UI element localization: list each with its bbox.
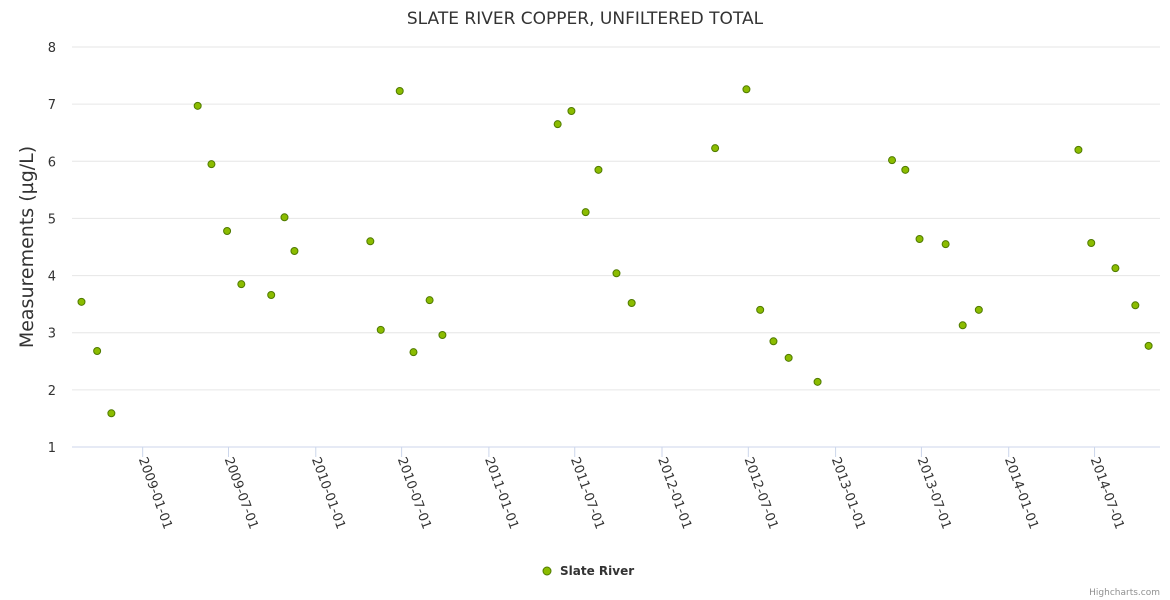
data-point [1144,341,1153,350]
data-point [553,120,562,129]
data-point [784,353,793,362]
data-point [711,144,720,153]
data-point [1074,145,1083,154]
x-tick-label: 2009-01-01 [135,455,175,531]
y-axis: 1 2 3 4 5 6 7 8 [48,41,56,456]
y-tick-label: 8 [48,41,56,56]
y-tick-label: 5 [48,212,56,227]
y-tick-label: 1 [48,441,56,456]
x-tick-label: 2012-07-01 [741,455,781,531]
data-point [594,165,603,174]
legend-label: Slate River [560,564,634,578]
x-tick-label: 2014-07-01 [1087,455,1127,531]
data-point [974,305,983,314]
y-tick-label: 7 [48,98,56,113]
data-point [813,377,822,386]
data-point [901,165,910,174]
data-point [409,348,418,357]
data-point [267,291,276,299]
x-axis: 2009-01-01 2009-07-01 2010-01-01 2010-07-01… [135,447,1127,531]
data-point [93,347,102,355]
data-point [107,409,116,418]
data-point [612,269,621,278]
data-point [581,208,590,217]
legend-item-slate-river[interactable]: Slate River [542,564,634,578]
x-tick-label: 2011-01-01 [481,455,521,531]
data-point [207,160,216,169]
x-tick-label: 2011-07-01 [567,455,607,531]
y-tick-label: 3 [48,327,56,342]
x-tick-label: 2014-01-01 [1001,455,1041,531]
data-point [567,107,576,115]
data-point [1087,239,1096,247]
data-point [438,331,447,339]
data-point [280,213,289,222]
data-point [915,235,924,243]
data-point [223,227,232,235]
data-point [888,156,897,165]
data-point [769,337,778,346]
x-tick-label: 2010-07-01 [394,455,434,531]
x-tick-label: 2013-07-01 [914,455,954,531]
data-point [627,299,636,307]
data-point [395,87,404,95]
y-axis-label: Measurements (µg/L) [16,146,38,348]
y-tick-label: 2 [48,384,56,399]
credits-link[interactable]: Highcharts.com [1089,588,1160,598]
data-point [756,305,765,314]
y-tick-label: 4 [48,270,56,285]
data-point [1111,264,1120,273]
x-tick-label: 2010-01-01 [308,455,348,531]
data-point [237,280,246,289]
data-point [1131,301,1140,310]
x-tick-label: 2009-07-01 [221,455,261,531]
legend-marker [542,566,552,576]
gridlines [72,46,1160,448]
x-tick-label: 2013-01-01 [828,455,868,531]
data-point [742,85,751,94]
data-point [290,247,299,255]
data-point [376,325,385,334]
data-point [193,101,202,110]
data-point [958,321,967,330]
x-tick-label: 2012-01-01 [654,455,694,531]
data-point [425,296,434,305]
chart-title: SLATE RIVER COPPER, UNFILTERED TOTAL [407,9,764,29]
data-point [77,297,86,306]
series-slate-river [77,85,1153,418]
data-point [366,237,375,246]
data-point [941,240,950,249]
y-tick-label: 6 [48,155,56,170]
